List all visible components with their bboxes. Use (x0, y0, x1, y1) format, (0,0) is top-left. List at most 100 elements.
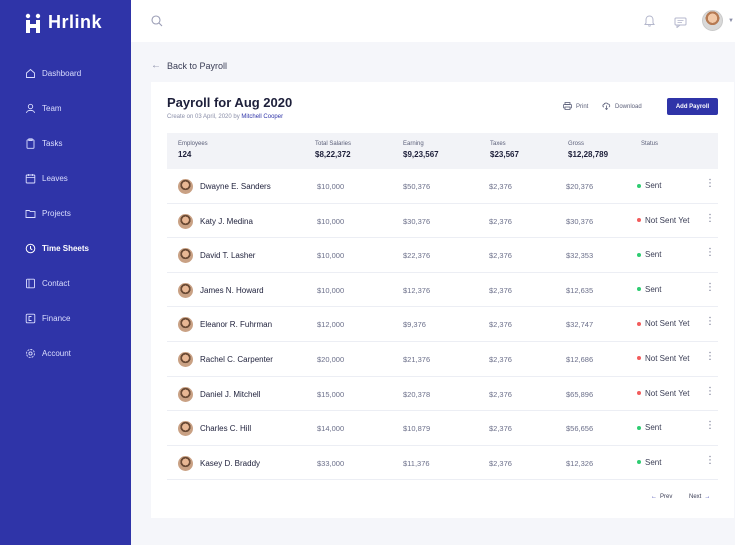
sidebar-item-projects[interactable]: Projects (0, 196, 131, 231)
status-badge: Not Sent Yet (637, 216, 689, 225)
summary-status: Status (641, 141, 658, 147)
arrow-right-icon: → (704, 494, 711, 500)
prev-page-button[interactable]: ← Prev (651, 494, 672, 500)
status-badge: Not Sent Yet (637, 389, 689, 398)
salary-cell: $12,000 (317, 320, 345, 330)
status-badge: Sent (637, 250, 661, 259)
brand-logo[interactable]: Hrlink (25, 12, 102, 33)
table-row[interactable]: Katy J. Medina $10,000 $30,376 $2,376 $30,37… (167, 204, 718, 239)
more-options-icon[interactable]: ⋮ (705, 420, 715, 432)
summary-gross: Gross $12,28,789 (568, 141, 608, 159)
employee-name[interactable]: Rachel C. Carpenter (200, 354, 273, 364)
more-options-icon[interactable]: ⋮ (705, 281, 715, 293)
status-dot-icon (637, 321, 641, 326)
table-row[interactable]: Kasey D. Braddy $33,000 $11,376 $2,376 $12,3… (167, 446, 718, 481)
salaries-value: $8,22,372 (315, 150, 351, 159)
print-button[interactable]: Print (563, 102, 588, 112)
back-to-payroll-link[interactable]: ← Back to Payroll (151, 60, 227, 71)
table-row[interactable]: Eleanor R. Fuhrman $12,000 $9,376 $2,376 $32… (167, 307, 718, 342)
avatar (178, 455, 193, 471)
sidebar-item-tasks[interactable]: Tasks (0, 126, 131, 161)
gear-icon (25, 348, 36, 359)
sidebar-item-time-sheets[interactable]: Time Sheets (0, 231, 131, 266)
bell-icon[interactable] (644, 14, 655, 32)
avatar (178, 386, 193, 402)
more-options-icon[interactable]: ⋮ (705, 316, 715, 328)
home-icon (25, 68, 36, 79)
employees-value: 124 (178, 150, 192, 159)
add-payroll-button[interactable]: Add Payroll (667, 98, 718, 115)
salary-cell: $20,000 (317, 354, 345, 364)
table-row[interactable]: Charles C. Hill $14,000 $10,879 $2,376 $56,6… (167, 411, 718, 446)
gross-cell: $30,376 (566, 216, 594, 226)
more-options-icon[interactable]: ⋮ (705, 350, 715, 362)
earning-cell: $9,376 (403, 320, 426, 330)
employee-name[interactable]: David T. Lasher (200, 251, 256, 261)
sidebar-item-leaves[interactable]: Leaves (0, 161, 131, 196)
chevron-down-icon[interactable]: ▼ (728, 18, 734, 24)
salary-cell: $15,000 (317, 389, 345, 399)
arrow-left-icon: ← (151, 60, 161, 71)
more-options-icon[interactable]: ⋮ (705, 178, 715, 189)
employee-name[interactable]: Daniel J. Mitchell (200, 389, 261, 399)
status-text: Not Sent Yet (645, 353, 690, 363)
page-title: Payroll for Aug 2020 (167, 95, 293, 110)
table-row[interactable]: Daniel J. Mitchell $15,000 $20,378 $2,376 $6… (167, 377, 718, 412)
status-text: Not Sent Yet (645, 388, 690, 398)
earning-cell: $20,378 (403, 389, 431, 399)
sidebar-item-contact[interactable]: Contact (0, 266, 131, 301)
status-text: Sent (645, 284, 662, 294)
table-row[interactable]: David T. Lasher $10,000 $22,376 $2,376 $32,3… (167, 238, 718, 273)
more-options-icon[interactable]: ⋮ (705, 212, 715, 224)
more-options-icon[interactable]: ⋮ (705, 454, 715, 466)
status-badge: Sent (637, 423, 661, 432)
employee-name[interactable]: Katy J. Medina (200, 216, 253, 226)
download-button[interactable]: Download (602, 102, 642, 112)
earning-label: Earning (403, 141, 424, 147)
sidebar-item-team[interactable]: Team (0, 91, 131, 126)
sidebar-item-finance[interactable]: Finance (0, 301, 131, 336)
status-dot-icon (637, 391, 641, 396)
gross-cell: $32,747 (566, 320, 594, 330)
earning-value: $9,23,567 (403, 150, 439, 159)
avatar (178, 282, 193, 298)
brand-name: Hrlink (48, 12, 103, 32)
earning-cell: $50,376 (403, 182, 431, 191)
sidebar-item-dashboard[interactable]: Dashboard (0, 56, 131, 91)
salary-cell: $14,000 (317, 424, 345, 434)
employee-name[interactable]: Charles C. Hill (200, 424, 252, 434)
status-dot-icon (637, 460, 641, 465)
employee-name[interactable]: Kasey D. Braddy (200, 458, 261, 468)
table-row[interactable]: James N. Howard $10,000 $12,376 $2,376 $12,6… (167, 273, 718, 308)
gross-label: Gross (568, 141, 585, 147)
table-row[interactable]: Rachel C. Carpenter $20,000 $21,376 $2,376 $… (167, 342, 718, 377)
employee-name[interactable]: James N. Howard (200, 285, 264, 295)
employee-name[interactable]: Dwayne E. Sanders (200, 182, 271, 191)
next-page-button[interactable]: Next → (689, 494, 710, 500)
avatar (178, 317, 193, 333)
salary-cell: $10,000 (317, 285, 345, 295)
status-text: Sent (645, 181, 662, 190)
printer-icon (563, 102, 572, 112)
more-options-icon[interactable]: ⋮ (705, 385, 715, 397)
sidebar-item-label: Contact (42, 279, 70, 288)
sidebar: Hrlink Dashboard Team Tasks Leaves Projects T… (0, 0, 131, 545)
salary-cell: $10,000 (317, 182, 345, 191)
status-badge: Sent (637, 181, 661, 190)
table-row[interactable]: Dwayne E. Sanders $10,000 $50,376 $2,376 $20… (167, 169, 718, 204)
more-options-icon[interactable]: ⋮ (705, 247, 715, 259)
sidebar-item-account[interactable]: Account (0, 336, 131, 371)
chat-icon[interactable] (674, 15, 687, 33)
created-by-link[interactable]: Mitchell Cooper (241, 114, 284, 120)
arrow-left-icon: ← (651, 494, 657, 500)
salary-cell: $33,000 (317, 458, 345, 468)
employee-name[interactable]: Eleanor R. Fuhrman (200, 320, 273, 330)
user-avatar[interactable] (702, 10, 723, 31)
gross-cell: $32,353 (566, 251, 594, 261)
taxes-cell: $2,376 (489, 251, 512, 261)
sidebar-item-label: Leaves (42, 174, 68, 183)
status-dot-icon (637, 356, 641, 361)
search-icon[interactable] (151, 14, 163, 32)
status-text: Sent (645, 250, 662, 260)
earning-cell: $10,879 (403, 424, 431, 434)
